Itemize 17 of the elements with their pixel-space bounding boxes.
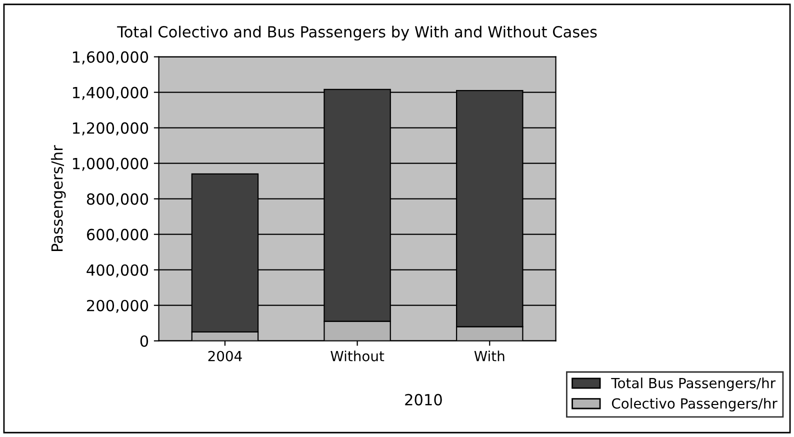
y-tick-label: 400,000 [86,264,148,278]
y-tick-label: 1,000,000 [73,158,148,171]
y-tick-label: 1,600,000 [73,51,148,64]
y-axis-title: Passengers/hr [50,145,66,252]
y-tick-label: 1,400,000 [73,86,148,100]
y-tick-label: 200,000 [87,300,148,313]
legend-label: Total Bus Passengers/hr [611,378,776,392]
y-tick-label: 800,000 [86,193,148,206]
y-tick-label: 600,000 [86,228,148,242]
x-tick-label: 2004 [208,350,242,362]
y-tick-label: 1,200,000 [73,122,148,136]
x-tick-label: Without [330,350,384,362]
text: 2010 [405,394,442,406]
y-tick-label: 0 [140,335,148,347]
x-tick-label: With [474,350,504,362]
legend-label: Colectivo Passengers/hr [612,398,778,412]
chart-title: Total Colectivo and Bus Passengers by With and Without Cases [117,26,597,41]
